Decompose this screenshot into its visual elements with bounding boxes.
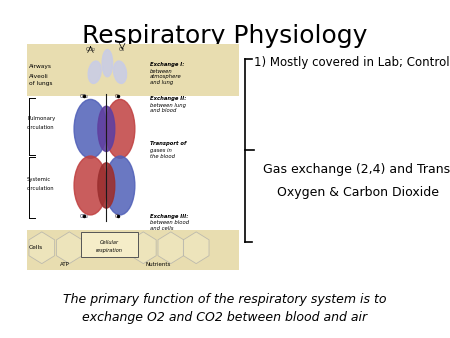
Ellipse shape bbox=[105, 156, 135, 215]
Text: Gas exchange (2,4) and Transport (3): Gas exchange (2,4) and Transport (3) bbox=[263, 163, 450, 175]
Text: Exchange II:: Exchange II: bbox=[150, 96, 186, 101]
Text: Systemic: Systemic bbox=[27, 177, 51, 182]
Text: ATP: ATP bbox=[60, 262, 70, 267]
Text: and lung: and lung bbox=[150, 80, 173, 85]
Text: between: between bbox=[150, 69, 172, 74]
Text: atmosphere: atmosphere bbox=[150, 74, 181, 79]
Ellipse shape bbox=[74, 99, 107, 158]
Text: Exchange I:: Exchange I: bbox=[150, 62, 184, 67]
Text: Airways: Airways bbox=[29, 64, 52, 69]
FancyBboxPatch shape bbox=[81, 232, 138, 257]
Text: Cells: Cells bbox=[29, 245, 43, 250]
Text: The primary function of the respiratory system is to: The primary function of the respiratory … bbox=[63, 293, 387, 306]
Text: between lung: between lung bbox=[150, 103, 186, 107]
Text: and cells: and cells bbox=[150, 226, 173, 231]
Text: CO₂: CO₂ bbox=[80, 94, 89, 98]
Text: the blood: the blood bbox=[150, 153, 175, 159]
Text: respiration: respiration bbox=[96, 247, 123, 252]
Text: of lungs: of lungs bbox=[29, 81, 53, 86]
Text: between blood: between blood bbox=[150, 220, 189, 225]
Text: Respiratory Physiology: Respiratory Physiology bbox=[82, 24, 368, 48]
Text: circulation: circulation bbox=[27, 186, 54, 191]
Text: Alveoli: Alveoli bbox=[29, 74, 49, 79]
Text: CO₂: CO₂ bbox=[80, 214, 89, 219]
Ellipse shape bbox=[98, 106, 115, 151]
Text: O₂: O₂ bbox=[115, 94, 121, 98]
Text: circulation: circulation bbox=[27, 125, 54, 130]
Text: gases in: gases in bbox=[150, 148, 171, 153]
FancyBboxPatch shape bbox=[27, 44, 238, 96]
Text: Transport of: Transport of bbox=[150, 141, 186, 146]
Ellipse shape bbox=[102, 50, 112, 77]
Text: exchange O2 and CO2 between blood and air: exchange O2 and CO2 between blood and ai… bbox=[82, 311, 368, 324]
Text: O₂: O₂ bbox=[115, 214, 121, 219]
Text: Cellular: Cellular bbox=[100, 240, 119, 245]
FancyBboxPatch shape bbox=[27, 230, 238, 270]
Ellipse shape bbox=[98, 163, 115, 208]
Text: and blood: and blood bbox=[150, 108, 176, 113]
Ellipse shape bbox=[74, 156, 107, 215]
Ellipse shape bbox=[88, 61, 101, 83]
Text: Oxygen & Carbon Dioxide: Oxygen & Carbon Dioxide bbox=[277, 186, 439, 199]
Text: 1) Mostly covered in Lab; Control of Air Flow: 1) Mostly covered in Lab; Control of Air… bbox=[254, 56, 450, 69]
Text: Nutrients: Nutrients bbox=[145, 262, 171, 267]
Ellipse shape bbox=[105, 99, 135, 158]
Text: Exchange III:: Exchange III: bbox=[150, 214, 188, 219]
Text: Pulmonary: Pulmonary bbox=[27, 116, 55, 121]
Text: CO₂: CO₂ bbox=[86, 47, 95, 52]
Ellipse shape bbox=[113, 61, 126, 83]
Text: O₂: O₂ bbox=[119, 47, 126, 52]
